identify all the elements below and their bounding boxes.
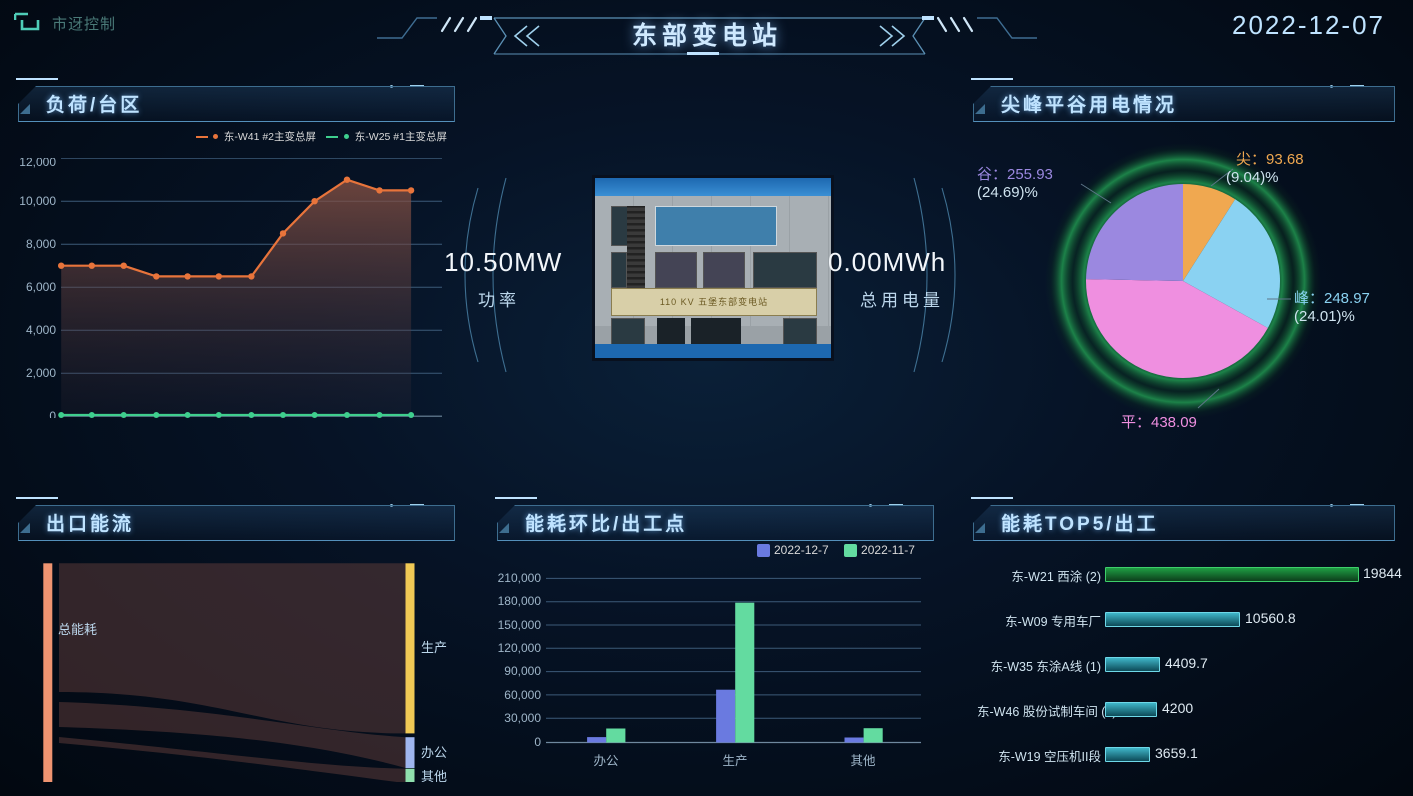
svg-text:尖：93.68: 尖：93.68 [1236,151,1304,168]
svg-text:生产: 生产 [722,754,747,768]
svg-text:其他: 其他 [421,769,447,782]
svg-text:(24.01)%: (24.01)% [1294,308,1355,325]
svg-text:总能耗: 总能耗 [58,622,97,637]
svg-text:0: 0 [534,735,541,749]
svg-text:150,000: 150,000 [498,618,542,632]
svg-text:2,000: 2,000 [26,366,56,380]
svg-text:12,000: 12,000 [19,158,56,169]
svg-text:210,000: 210,000 [498,573,542,585]
svg-text:谷：255.93: 谷：255.93 [977,166,1053,183]
svg-text:生产: 生产 [421,640,447,655]
svg-text:峰：248.97: 峰：248.97 [1294,290,1370,307]
svg-text:4,000: 4,000 [26,323,56,337]
svg-text:0: 0 [49,409,56,418]
svg-text:180,000: 180,000 [498,594,542,608]
svg-text:平：438.09: 平：438.09 [1121,414,1197,431]
svg-text:其他: 其他 [850,754,876,768]
svg-text:60,000: 60,000 [504,688,541,702]
svg-text:120,000: 120,000 [498,641,542,655]
svg-text:8,000: 8,000 [26,237,56,251]
svg-text:(24.69)%: (24.69)% [977,184,1038,201]
svg-text:90,000: 90,000 [504,664,541,678]
svg-text:10,000: 10,000 [19,194,56,208]
svg-text:6,000: 6,000 [26,280,56,294]
svg-text:(9.04)%: (9.04)% [1226,169,1279,186]
svg-text:办公: 办公 [421,745,447,760]
svg-text:30,000: 30,000 [504,711,541,725]
svg-text:办公: 办公 [593,753,619,768]
